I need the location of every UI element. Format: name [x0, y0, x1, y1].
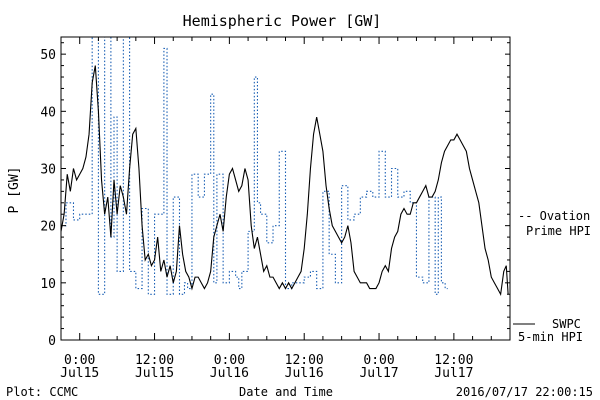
plot-timestamp: 2016/07/17 22:00:15: [456, 385, 593, 399]
y-tick-label: 0: [48, 334, 56, 349]
x-tick-label-date: Jul16: [285, 366, 324, 381]
x-tick-label-date: Jul15: [135, 366, 174, 381]
swpc-series-line: [60, 65, 509, 296]
legend-ovation-line1: -- Ovation: [518, 209, 590, 223]
x-tick-label-time: 12:00: [434, 353, 473, 368]
x-tick-label-date: Jul17: [359, 366, 398, 381]
x-tick-label-time: 0:00: [214, 353, 245, 368]
x-tick-label-time: 12:00: [135, 353, 174, 368]
y-axis-label: P [GW]: [7, 167, 22, 214]
y-tick-label: 40: [40, 105, 56, 120]
legend-swpc-line2: 5-min HPI: [518, 330, 583, 344]
ovation-series-line: [61, 36, 448, 295]
x-tick-label-date: Jul17: [434, 366, 473, 381]
y-tick-label: 50: [40, 48, 56, 63]
legend-swpc-line1: SWPC: [552, 317, 581, 331]
x-axis-label: Date and Time: [239, 385, 333, 399]
y-tick-label: 10: [40, 277, 56, 292]
plot-credit: Plot: CCMC: [6, 385, 78, 399]
chart-title: Hemispheric Power [GW]: [183, 12, 382, 30]
x-tick-label-date: Jul16: [210, 366, 249, 381]
legend-ovation-line2: Prime HPI: [526, 224, 591, 238]
x-tick-label-time: 0:00: [64, 353, 95, 368]
x-tick-label-date: Jul15: [60, 366, 99, 381]
y-tick-label: 30: [40, 162, 56, 177]
x-tick-label-time: 0:00: [363, 353, 394, 368]
y-tick-label: 20: [40, 220, 56, 235]
x-tick-label-time: 12:00: [285, 353, 324, 368]
